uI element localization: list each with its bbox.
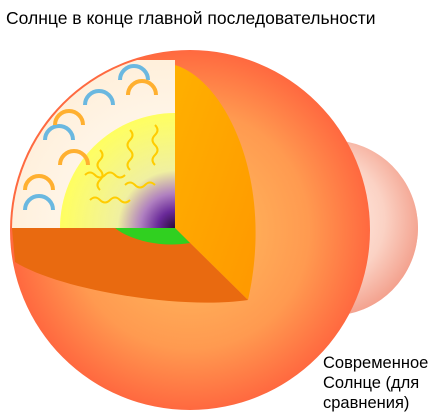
title: Солнце в конце главной последовательност… (6, 8, 376, 28)
radiation-waves (84, 124, 159, 204)
label-line: сравнения) (323, 394, 409, 412)
convection-arrows (23, 64, 158, 211)
cut-face-bottom (12, 228, 248, 303)
cutaway-interior (12, 60, 175, 228)
label-line: Современное (323, 354, 428, 372)
comparison-label: Современное Солнце (для сравнения) (323, 354, 433, 412)
core (115, 228, 190, 245)
cut-face-right (175, 65, 256, 300)
label-line: Солнце (для (323, 374, 419, 392)
